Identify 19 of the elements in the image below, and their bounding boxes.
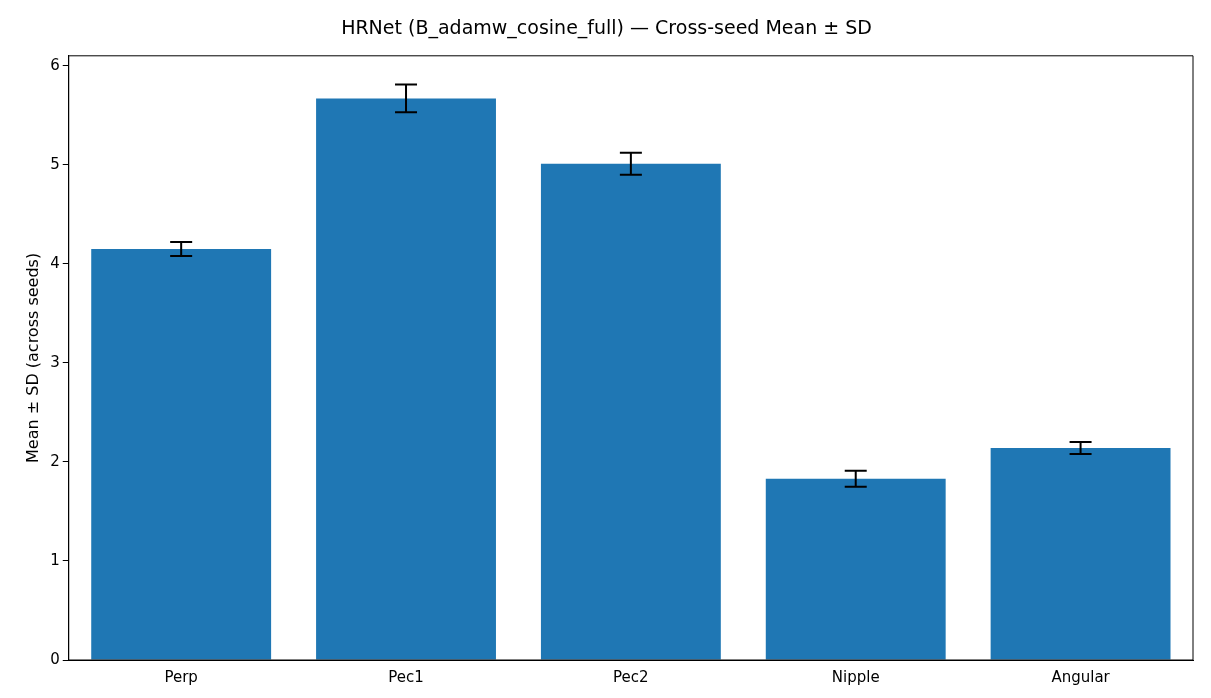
y-tick-label: 5	[50, 154, 60, 173]
chart-title: HRNet (B_adamw_cosine_full) — Cross-seed Mean ± SD	[341, 16, 872, 40]
bar	[540, 163, 721, 660]
y-tick-label: 1	[50, 550, 60, 569]
x-tick-label: Perp	[164, 667, 198, 686]
x-tick-label: Angular	[1051, 667, 1111, 686]
x-tick-label: Nipple	[831, 667, 880, 686]
x-tick-label: Pec1	[388, 667, 424, 686]
bar	[316, 98, 496, 660]
bar	[765, 478, 946, 660]
y-tick-label: 4	[50, 253, 60, 272]
y-tick-label: 6	[50, 55, 60, 74]
y-axis-title: Mean ± SD (across seeds)	[22, 252, 42, 463]
x-tick-label: Pec2	[613, 667, 649, 686]
y-tick-label: 2	[50, 451, 60, 470]
y-tick-label: 3	[50, 352, 60, 371]
bar	[990, 448, 1171, 660]
y-tick-label: 0	[50, 649, 60, 668]
bar	[91, 248, 272, 660]
